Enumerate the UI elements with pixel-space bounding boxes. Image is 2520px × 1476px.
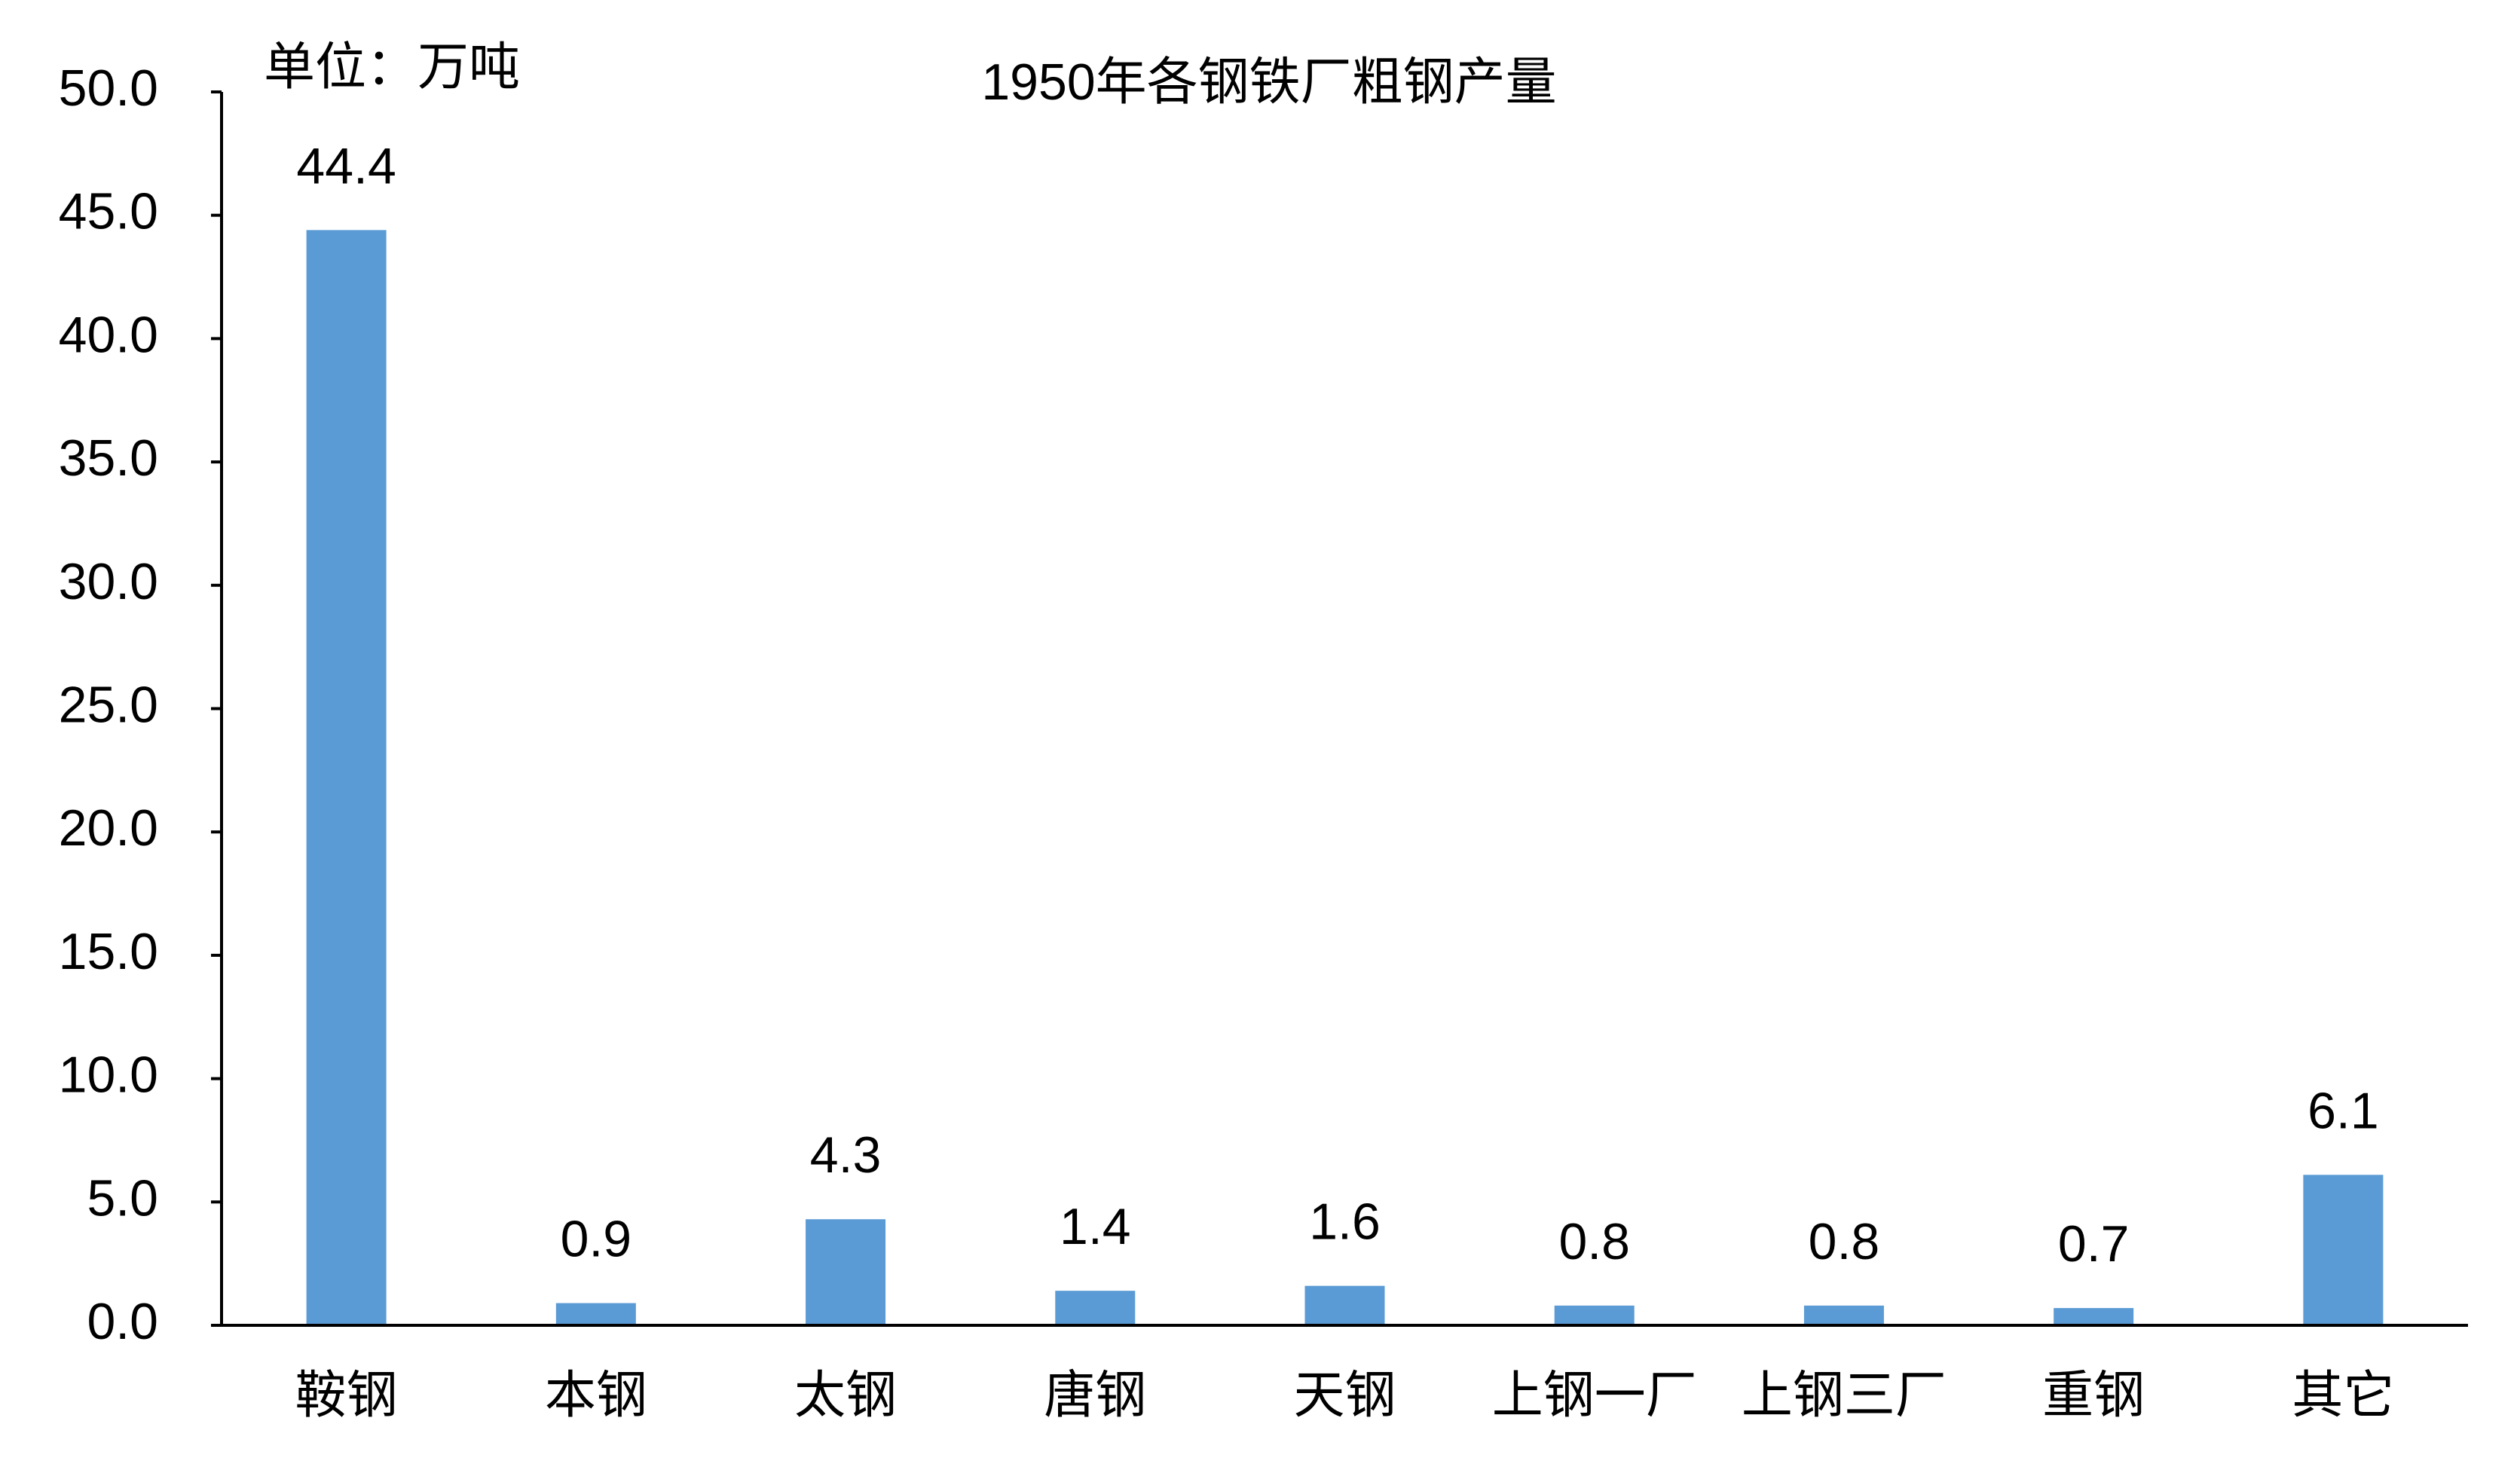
y-tick-label: 35.0 [59, 429, 158, 487]
data-label: 0.7 [2058, 1215, 2130, 1273]
bar [2054, 1308, 2134, 1325]
data-label: 1.6 [1309, 1193, 1381, 1251]
y-tick-label: 20.0 [59, 799, 158, 857]
x-tick-label: 本钢 [545, 1367, 647, 1424]
x-tick-label: 太钢 [794, 1367, 897, 1424]
bar [306, 230, 387, 1325]
bar [1055, 1291, 1136, 1325]
bar [2303, 1175, 2384, 1325]
y-tick-label: 45.0 [59, 183, 158, 240]
x-tick-label: 重钢 [2042, 1367, 2145, 1424]
chart-title: 1950年各钢铁厂粗钢产量 [981, 53, 1556, 111]
x-tick-label: 其它 [2292, 1367, 2394, 1424]
data-label: 0.8 [1809, 1213, 1880, 1270]
bar [1803, 1305, 1884, 1325]
unit-label: 单位：万吨 [264, 38, 520, 96]
bar [555, 1303, 636, 1325]
y-tick-label: 50.0 [59, 60, 158, 117]
data-label: 1.4 [1060, 1198, 1131, 1255]
bar [806, 1219, 886, 1325]
x-tick-label: 鞍钢 [295, 1367, 398, 1424]
y-tick-label: 0.0 [87, 1293, 158, 1350]
data-label: 0.8 [1558, 1213, 1630, 1270]
bar [1304, 1285, 1385, 1325]
data-label: 44.4 [296, 137, 396, 194]
x-tick-label: 上钢一厂 [1492, 1367, 1697, 1424]
x-tick-label: 上钢三厂 [1742, 1367, 1947, 1424]
data-label: 4.3 [810, 1126, 882, 1184]
y-tick-label: 10.0 [59, 1047, 158, 1104]
y-tick-label: 5.0 [87, 1169, 158, 1227]
y-tick-label: 25.0 [59, 676, 158, 733]
data-label: 0.9 [561, 1211, 632, 1268]
x-tick-label: 天钢 [1293, 1367, 1396, 1424]
y-tick-label: 15.0 [59, 923, 158, 980]
y-tick-label: 40.0 [59, 306, 158, 363]
data-label: 6.1 [2307, 1082, 2379, 1139]
y-tick-label: 30.0 [59, 553, 158, 610]
bar [1554, 1305, 1635, 1325]
x-tick-label: 唐钢 [1044, 1367, 1146, 1424]
